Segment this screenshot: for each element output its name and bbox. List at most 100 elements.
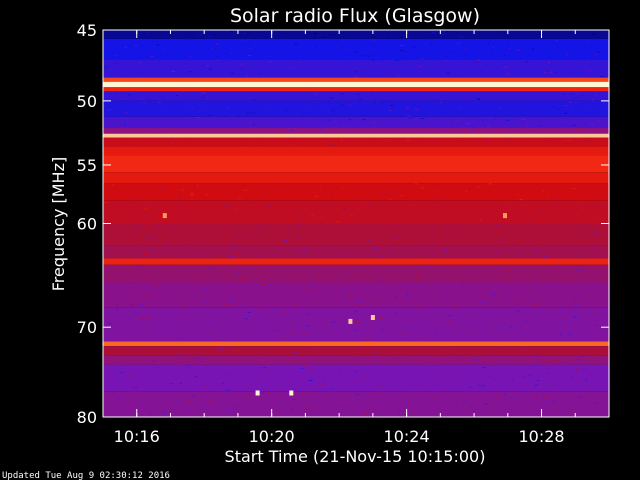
noise-speckle [472, 333, 475, 335]
noise-speckle [121, 403, 124, 405]
noise-speckle [124, 46, 127, 48]
noise-speckle [537, 255, 540, 257]
noise-speckle [321, 138, 324, 140]
noise-speckle [406, 296, 409, 298]
noise-speckle [311, 293, 315, 295]
noise-speckle [292, 399, 296, 401]
noise-speckle [133, 110, 137, 112]
noise-speckle [169, 225, 173, 227]
noise-speckle [174, 214, 176, 216]
noise-speckle [535, 384, 538, 386]
noise-speckle [153, 286, 158, 288]
noise-speckle [150, 56, 153, 57]
noise-speckle [390, 221, 392, 223]
noise-speckle [532, 353, 534, 355]
noise-speckle [369, 241, 374, 243]
noise-speckle [422, 216, 425, 218]
noise-speckle [505, 73, 508, 75]
noise-speckle [489, 376, 492, 378]
noise-speckle [480, 408, 484, 410]
noise-speckle [444, 295, 449, 297]
noise-speckle [389, 269, 392, 270]
noise-speckle [257, 124, 261, 126]
noise-speckle [510, 47, 513, 49]
noise-speckle [498, 254, 500, 255]
noise-speckle [167, 303, 170, 305]
noise-speckle [442, 196, 446, 198]
noise-speckle [250, 268, 252, 270]
noise-speckle [547, 70, 550, 72]
noise-speckle [147, 379, 150, 381]
noise-speckle [439, 108, 443, 110]
noise-speckle [446, 31, 449, 32]
noise-speckle [167, 110, 169, 112]
noise-speckle [145, 191, 147, 193]
noise-speckle [566, 54, 569, 56]
noise-speckle [462, 241, 465, 243]
noise-speckle [571, 308, 575, 310]
noise-speckle [551, 295, 553, 297]
noise-speckle [515, 106, 517, 108]
noise-speckle [414, 109, 419, 111]
noise-speckle [127, 94, 131, 96]
noise-speckle [580, 355, 585, 357]
noise-speckle [288, 359, 290, 361]
noise-speckle [333, 251, 336, 253]
noise-speckle [250, 206, 252, 208]
noise-speckle [167, 388, 170, 389]
noise-speckle [395, 286, 398, 288]
noise-speckle [323, 106, 324, 108]
frequency-band [103, 38, 609, 60]
noise-speckle [429, 210, 432, 212]
noise-speckle [343, 48, 345, 50]
noise-speckle [410, 248, 412, 250]
noise-speckle [355, 382, 358, 384]
noise-speckle [165, 313, 167, 315]
noise-speckle [261, 64, 264, 65]
noise-speckle [181, 291, 186, 293]
noise-speckle [487, 43, 490, 45]
noise-speckle [128, 385, 132, 387]
noise-speckle [547, 359, 549, 361]
noise-speckle [532, 48, 535, 50]
noise-speckle [471, 127, 476, 129]
radio-burst [162, 213, 167, 219]
noise-speckle [187, 364, 191, 366]
noise-speckle [116, 63, 119, 65]
noise-speckle [572, 303, 575, 305]
noise-speckle [154, 57, 158, 59]
noise-speckle [288, 328, 293, 329]
noise-speckle [274, 409, 278, 411]
noise-speckle [247, 397, 250, 399]
frequency-band [103, 307, 609, 342]
noise-speckle [111, 44, 114, 46]
noise-speckle [177, 73, 179, 75]
noise-speckle [115, 253, 120, 254]
noise-speckle [393, 214, 395, 216]
noise-speckle [180, 189, 184, 191]
noise-speckle [482, 302, 486, 303]
noise-speckle [254, 40, 257, 42]
noise-speckle [238, 350, 240, 351]
noise-speckle [414, 183, 418, 185]
noise-speckle [401, 273, 404, 274]
noise-speckle [226, 45, 229, 47]
noise-speckle [367, 380, 370, 382]
noise-speckle [405, 107, 410, 109]
noise-speckle [478, 290, 482, 292]
noise-speckle [535, 393, 537, 395]
noise-speckle [528, 400, 531, 402]
noise-speckle [235, 209, 239, 211]
noise-speckle [569, 280, 573, 281]
noise-speckle [189, 71, 193, 73]
noise-speckle [404, 408, 408, 410]
noise-speckle [556, 128, 561, 130]
noise-speckle [239, 225, 243, 227]
noise-speckle [213, 291, 215, 293]
noise-speckle [522, 120, 525, 122]
noise-speckle [587, 387, 589, 389]
noise-speckle [250, 111, 255, 113]
noise-speckle [298, 144, 301, 146]
noise-speckle [159, 234, 163, 236]
noise-speckle [250, 384, 252, 386]
